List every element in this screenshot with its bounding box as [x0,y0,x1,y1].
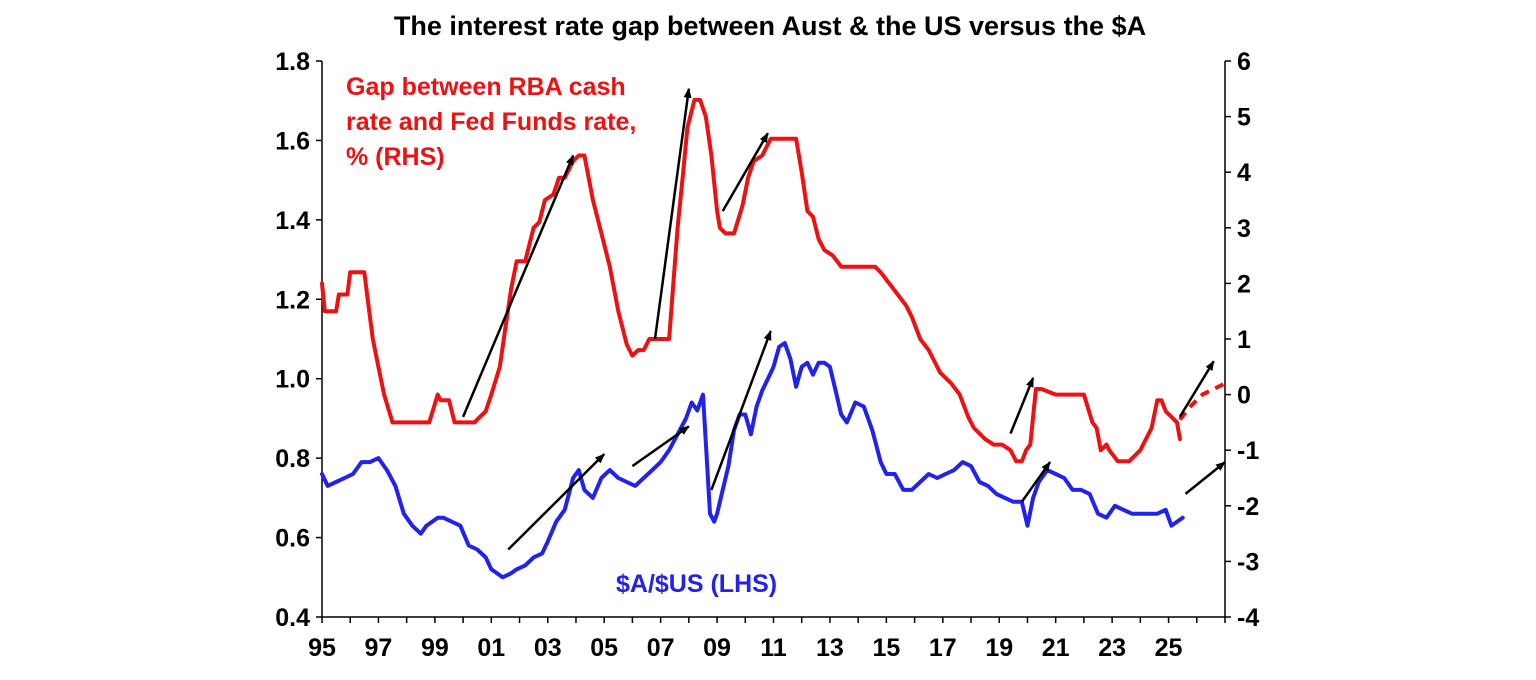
rate-gap-line [320,97,1182,464]
x-tick-label: 23 [1098,634,1126,662]
trend-arrow [1009,376,1035,434]
left-tick-label: 1.4 [275,207,310,235]
x-tick-label: 01 [477,634,505,662]
series-layer [320,97,1226,580]
x-tick-label: 17 [929,634,957,662]
right-tick-label: 3 [1237,215,1251,243]
x-tick-label: 19 [985,634,1013,662]
x-tick-label: 25 [1155,634,1183,662]
right-tick-label: 4 [1237,159,1251,187]
x-tick-label: 95 [308,634,336,662]
red-series-label-line-3: % (RHS) [346,143,445,171]
left-tick-label: 0.4 [275,604,310,632]
left-tick-label: 1.2 [275,286,310,314]
x-tick-label: 09 [703,634,731,662]
red-series-label-line-2: rate and Fed Funds rate, [346,108,636,136]
chart-title: The interest rate gap between Aust & the… [394,11,1146,41]
right-tick-label: 2 [1237,270,1251,298]
right-tick-label: 0 [1237,382,1251,410]
right-tick-label: -4 [1237,604,1259,632]
trend-arrow [721,132,769,212]
trend-arrow [507,453,606,551]
left-tick-label: 1.6 [275,127,310,155]
right-tick-label: -2 [1237,493,1259,521]
right-axis: -4 -3 -2 -1 0 1 2 3 4 5 6 [1225,48,1259,632]
right-tick-label: -1 [1237,437,1259,465]
left-tick-label: 0.8 [275,445,310,473]
right-tick-label: 5 [1237,104,1251,132]
x-tick-label: 05 [590,634,618,662]
x-tick-label: 13 [816,634,844,662]
arrow-layer [461,87,1226,551]
plot-area [321,61,1226,618]
x-axis: 95 97 99 01 03 05 07 09 11 13 15 17 19 21 23 25 [308,617,1226,662]
x-tick-label: 97 [365,634,393,662]
right-tick-label: -3 [1237,548,1259,576]
x-tick-label: 15 [872,634,900,662]
trend-arrow [653,87,692,340]
x-tick-label: 99 [421,634,449,662]
trend-arrow [461,154,575,418]
blue-series-label: $A/$US (LHS) [616,570,777,598]
left-tick-label: 1.0 [275,366,310,394]
right-tick-label: 6 [1237,48,1251,76]
gap-projection-line [1178,381,1226,421]
x-tick-label: 07 [647,634,675,662]
trend-arrow [1178,360,1215,418]
left-tick-label: 1.8 [275,48,310,76]
x-tick-label: 11 [760,634,787,662]
left-tick-label: 0.6 [275,525,310,553]
red-series-label-line-1: Gap between RBA cash [346,73,626,101]
aud-usd-line [320,341,1185,580]
trend-arrow [1020,461,1052,503]
trend-arrow [631,425,690,468]
x-tick-label: 03 [534,634,562,662]
right-tick-label: 1 [1237,326,1251,354]
x-tick-label: 21 [1042,634,1070,662]
trend-arrow [710,330,772,491]
trend-arrow [1184,461,1226,495]
left-axis: 0.4 0.6 0.8 1.0 1.2 1.4 1.6 1.8 [275,48,322,632]
